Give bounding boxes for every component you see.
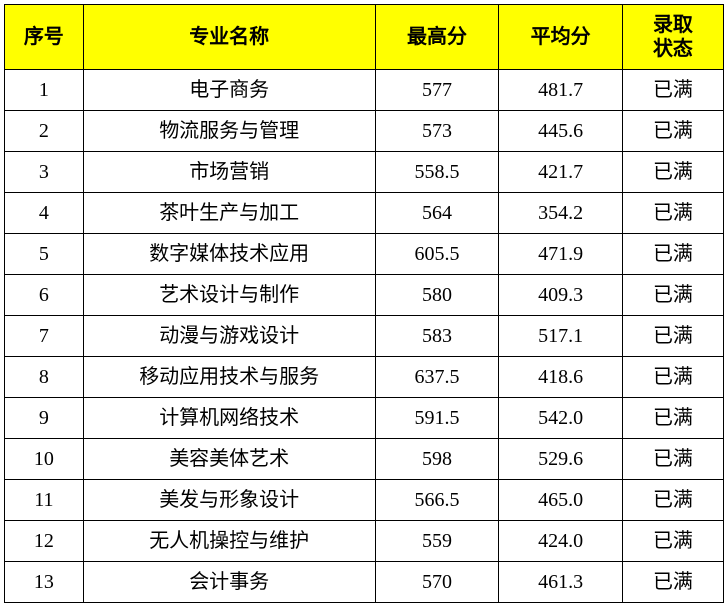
cell-name: 电子商务 <box>83 70 375 111</box>
cell-name: 会计事务 <box>83 562 375 603</box>
col-header-avg: 平均分 <box>499 5 623 70</box>
cell-avg: 471.9 <box>499 234 623 275</box>
table-row: 12无人机操控与维护559424.0已满 <box>5 521 724 562</box>
cell-max: 591.5 <box>375 398 499 439</box>
scores-table: 序号 专业名称 最高分 平均分 录取状态 1电子商务577481.7已满2物流服… <box>4 4 724 603</box>
cell-name: 美容美体艺术 <box>83 439 375 480</box>
table-row: 2物流服务与管理573445.6已满 <box>5 111 724 152</box>
cell-idx: 7 <box>5 316 84 357</box>
cell-max: 570 <box>375 562 499 603</box>
cell-max: 580 <box>375 275 499 316</box>
cell-max: 605.5 <box>375 234 499 275</box>
table-row: 9计算机网络技术591.5542.0已满 <box>5 398 724 439</box>
cell-avg: 354.2 <box>499 193 623 234</box>
cell-max: 558.5 <box>375 152 499 193</box>
cell-avg: 421.7 <box>499 152 623 193</box>
cell-name: 茶叶生产与加工 <box>83 193 375 234</box>
cell-status: 已满 <box>622 70 723 111</box>
cell-status: 已满 <box>622 193 723 234</box>
table-row: 4茶叶生产与加工564354.2已满 <box>5 193 724 234</box>
cell-avg: 424.0 <box>499 521 623 562</box>
col-header-name: 专业名称 <box>83 5 375 70</box>
cell-max: 559 <box>375 521 499 562</box>
table-row: 1电子商务577481.7已满 <box>5 70 724 111</box>
cell-status: 已满 <box>622 480 723 521</box>
cell-idx: 6 <box>5 275 84 316</box>
col-header-idx: 序号 <box>5 5 84 70</box>
table-row: 5数字媒体技术应用605.5471.9已满 <box>5 234 724 275</box>
cell-status: 已满 <box>622 234 723 275</box>
cell-idx: 11 <box>5 480 84 521</box>
cell-avg: 529.6 <box>499 439 623 480</box>
cell-name: 移动应用技术与服务 <box>83 357 375 398</box>
cell-name: 艺术设计与制作 <box>83 275 375 316</box>
cell-status: 已满 <box>622 316 723 357</box>
table-row: 6艺术设计与制作580409.3已满 <box>5 275 724 316</box>
cell-name: 无人机操控与维护 <box>83 521 375 562</box>
cell-max: 637.5 <box>375 357 499 398</box>
cell-status: 已满 <box>622 275 723 316</box>
cell-status: 已满 <box>622 439 723 480</box>
cell-max: 598 <box>375 439 499 480</box>
table-row: 10美容美体艺术598529.6已满 <box>5 439 724 480</box>
cell-idx: 2 <box>5 111 84 152</box>
col-header-max: 最高分 <box>375 5 499 70</box>
cell-max: 566.5 <box>375 480 499 521</box>
cell-max: 577 <box>375 70 499 111</box>
cell-idx: 5 <box>5 234 84 275</box>
cell-avg: 445.6 <box>499 111 623 152</box>
cell-max: 583 <box>375 316 499 357</box>
cell-name: 动漫与游戏设计 <box>83 316 375 357</box>
table-row: 7动漫与游戏设计583517.1已满 <box>5 316 724 357</box>
cell-idx: 13 <box>5 562 84 603</box>
cell-idx: 10 <box>5 439 84 480</box>
cell-idx: 12 <box>5 521 84 562</box>
cell-avg: 418.6 <box>499 357 623 398</box>
cell-status: 已满 <box>622 562 723 603</box>
table-row: 8移动应用技术与服务637.5418.6已满 <box>5 357 724 398</box>
cell-idx: 8 <box>5 357 84 398</box>
cell-name: 物流服务与管理 <box>83 111 375 152</box>
cell-avg: 481.7 <box>499 70 623 111</box>
cell-status: 已满 <box>622 521 723 562</box>
cell-name: 市场营销 <box>83 152 375 193</box>
cell-idx: 9 <box>5 398 84 439</box>
cell-idx: 4 <box>5 193 84 234</box>
cell-status: 已满 <box>622 357 723 398</box>
cell-max: 573 <box>375 111 499 152</box>
cell-avg: 517.1 <box>499 316 623 357</box>
cell-status: 已满 <box>622 398 723 439</box>
cell-name: 计算机网络技术 <box>83 398 375 439</box>
table-header-row: 序号 专业名称 最高分 平均分 录取状态 <box>5 5 724 70</box>
cell-avg: 465.0 <box>499 480 623 521</box>
cell-name: 美发与形象设计 <box>83 480 375 521</box>
cell-avg: 409.3 <box>499 275 623 316</box>
cell-avg: 542.0 <box>499 398 623 439</box>
table-row: 3市场营销558.5421.7已满 <box>5 152 724 193</box>
table-row: 13会计事务570461.3已满 <box>5 562 724 603</box>
cell-status: 已满 <box>622 152 723 193</box>
cell-status: 已满 <box>622 111 723 152</box>
cell-idx: 3 <box>5 152 84 193</box>
cell-name: 数字媒体技术应用 <box>83 234 375 275</box>
cell-idx: 1 <box>5 70 84 111</box>
table-row: 11美发与形象设计566.5465.0已满 <box>5 480 724 521</box>
col-header-status: 录取状态 <box>622 5 723 70</box>
cell-avg: 461.3 <box>499 562 623 603</box>
table-body: 1电子商务577481.7已满2物流服务与管理573445.6已满3市场营销55… <box>5 70 724 603</box>
cell-max: 564 <box>375 193 499 234</box>
